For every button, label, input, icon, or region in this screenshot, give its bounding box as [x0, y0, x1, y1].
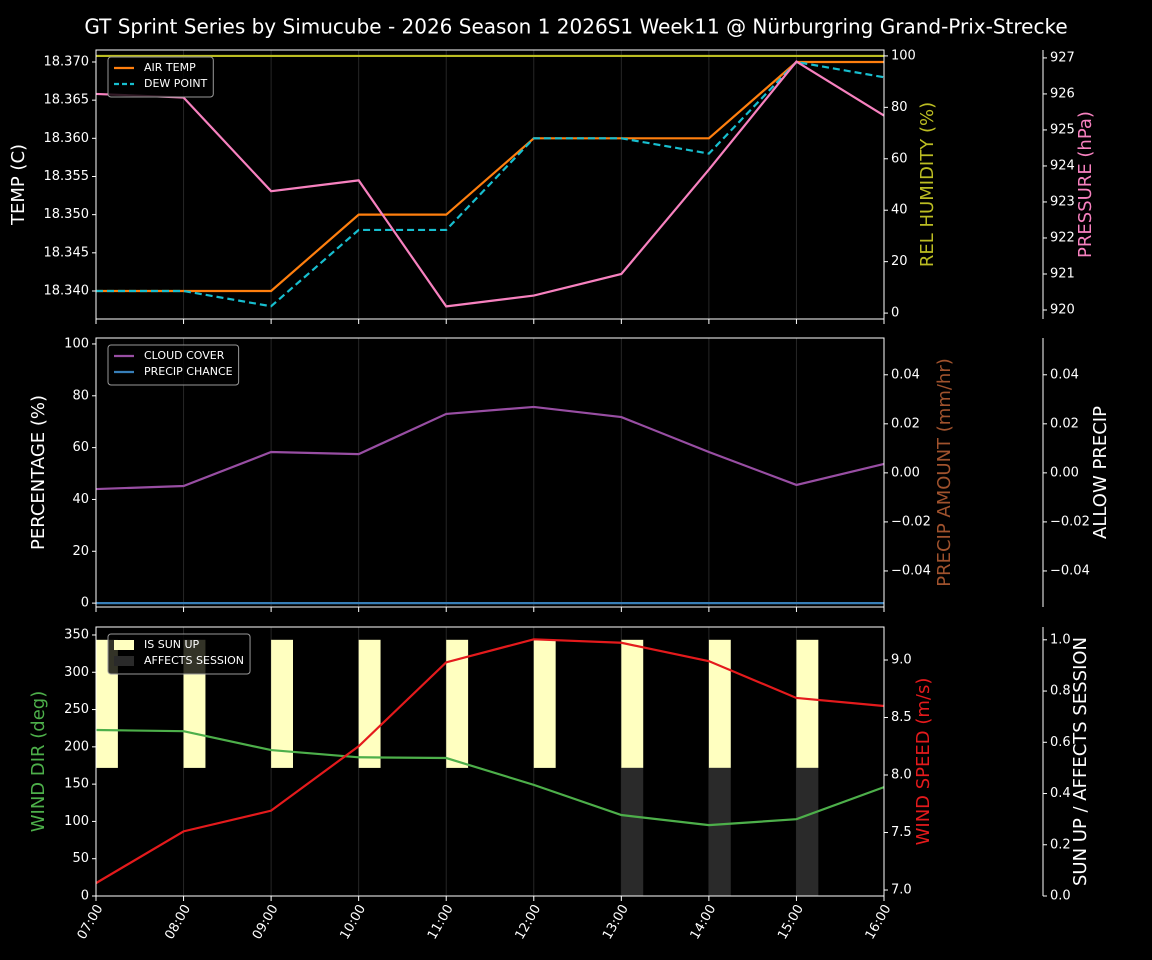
line	[95, 728, 885, 827]
y-tick-label: 920	[1050, 302, 1075, 317]
y-tick-label: −0.02	[891, 514, 931, 529]
y-tick-label: −0.02	[1050, 514, 1090, 529]
y-tick-label: −0.04	[1050, 563, 1090, 578]
y-tick-label: 80	[891, 100, 908, 115]
y-tick-label: 20	[891, 254, 908, 269]
plot-area	[95, 405, 885, 605]
y-tick-label: −0.04	[891, 563, 931, 578]
axis-label: PERCENTAGE (%)	[28, 395, 49, 550]
bar	[621, 767, 644, 896]
bar	[708, 767, 731, 896]
y-tick-label: 0.02	[891, 416, 920, 431]
y-tick-label: 18.370	[44, 54, 90, 69]
legend-label: AFFECTS SESSION	[144, 654, 244, 667]
bar	[446, 639, 469, 768]
y-tick-label: 0.6	[1050, 735, 1071, 750]
legend-swatch	[114, 640, 134, 650]
y-tick-label: 18.345	[44, 245, 90, 260]
y-tick-label: 100	[891, 48, 916, 63]
y-tick-label: 927	[1050, 50, 1075, 65]
y-tick-label: 0.0	[1050, 889, 1071, 904]
y-tick-label: 921	[1050, 266, 1075, 281]
y-tick-label: 18.350	[44, 207, 90, 222]
y-tick-label: 0	[81, 596, 89, 611]
y-tick-label: 0.2	[1050, 837, 1071, 852]
y-tick-label: 0.4	[1050, 786, 1071, 801]
y-tick-label: 40	[891, 203, 908, 218]
y-tick-label: 18.355	[44, 169, 90, 184]
bar	[621, 639, 644, 768]
y-tick-label: 0.04	[1050, 367, 1079, 382]
axis-label: WIND DIR (deg)	[28, 691, 49, 833]
y-tick-label: 7.5	[891, 825, 912, 840]
bar	[796, 639, 819, 768]
axis-label: SUN UP / AFFECTS SESSION	[1070, 637, 1091, 886]
y-tick-label: 350	[64, 627, 89, 642]
y-tick-label: 0	[81, 889, 89, 904]
line	[96, 60, 884, 293]
legend-box	[107, 633, 251, 675]
axis-label: TEMP (C)	[8, 144, 29, 226]
y-tick-label: 40	[72, 492, 89, 507]
y-tick-label: 0	[891, 306, 899, 321]
y-tick-label: 200	[64, 739, 89, 754]
y-tick-label: 150	[64, 777, 89, 792]
y-tick-label: 926	[1050, 86, 1075, 101]
y-tick-label: 922	[1050, 230, 1075, 245]
y-tick-label: 20	[72, 544, 89, 559]
y-tick-label: 300	[64, 665, 89, 680]
frame	[95, 626, 885, 897]
axis-label: PRECIP AMOUNT (mm/hr)	[934, 358, 955, 587]
y-tick-label: 9.0	[891, 653, 912, 668]
line	[95, 638, 885, 885]
legend-label: AIR TEMP	[144, 61, 196, 74]
axis-label: WIND SPEED (m/s)	[913, 678, 934, 846]
y-tick-label: 60	[891, 151, 908, 166]
legend-label: CLOUD COVER	[144, 349, 225, 362]
y-tick-label: 60	[72, 440, 89, 455]
y-tick-label: 0.8	[1050, 684, 1071, 699]
y-tick-label: 923	[1050, 194, 1075, 209]
y-tick-label: 18.360	[44, 131, 90, 146]
y-tick-label: 18.340	[44, 283, 90, 298]
y-tick-label: 18.365	[44, 93, 90, 108]
legend-box	[107, 56, 214, 98]
bar	[533, 639, 556, 768]
y-tick-label: 0.02	[1050, 416, 1079, 431]
y-tick-label: 924	[1050, 158, 1075, 173]
legend-label: PRECIP CHANCE	[144, 365, 233, 378]
y-tick-label: 8.0	[891, 768, 912, 783]
axis-label: PRESSURE (hPa)	[1075, 111, 1096, 258]
chart-title: GT Sprint Series by Simucube - 2026 Seas…	[84, 15, 1067, 39]
frame	[95, 49, 885, 320]
bar	[358, 639, 381, 768]
legend-box	[107, 344, 240, 386]
bar	[708, 639, 731, 768]
bar	[796, 767, 819, 896]
y-tick-label: 0.04	[891, 367, 920, 382]
y-tick-label: 8.5	[891, 710, 912, 725]
y-tick-label: 925	[1050, 122, 1075, 137]
line	[95, 60, 885, 308]
axis-label: REL HUMIDITY (%)	[917, 102, 938, 267]
plot-area	[95, 54, 885, 308]
y-tick-label: 0.00	[891, 465, 920, 480]
y-tick-label: 100	[64, 814, 89, 829]
y-tick-label: 250	[64, 702, 89, 717]
bar	[271, 639, 293, 768]
y-tick-label: 50	[72, 851, 89, 866]
y-tick-label: 100	[64, 336, 89, 351]
y-tick-label: 7.0	[891, 883, 912, 898]
line	[95, 405, 885, 491]
legend-label: DEW POINT	[144, 77, 208, 90]
legend-label: IS SUN UP	[144, 638, 200, 651]
y-tick-label: 80	[72, 388, 89, 403]
legend-swatch	[114, 656, 134, 666]
y-tick-label: 0.00	[1050, 465, 1079, 480]
y-tick-label: 1.0	[1050, 632, 1071, 647]
axis-label: ALLOW PRECIP	[1090, 406, 1111, 539]
line	[96, 60, 885, 308]
